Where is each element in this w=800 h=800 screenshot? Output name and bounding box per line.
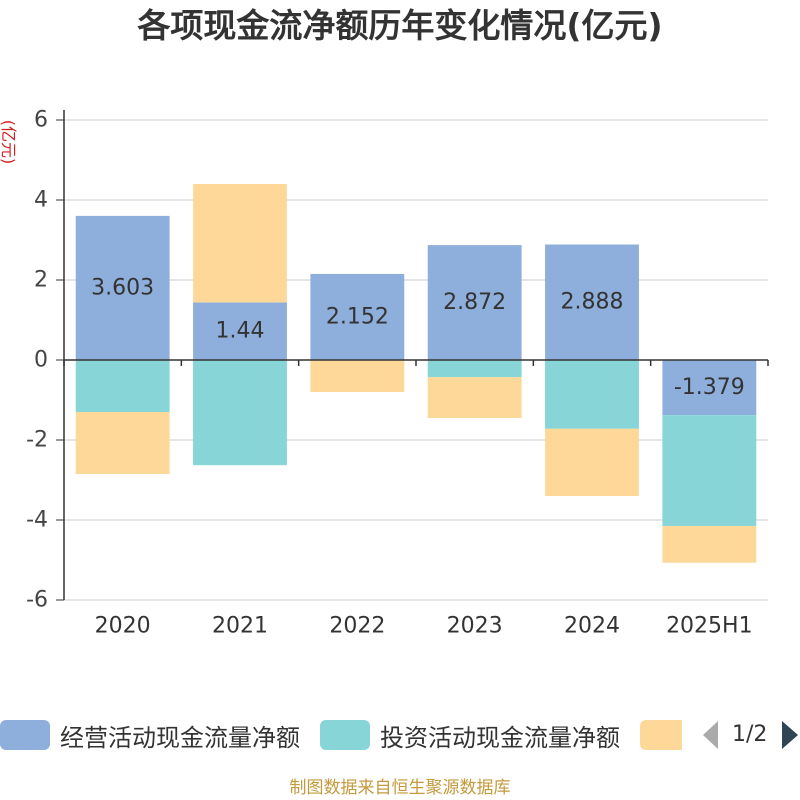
y-tick-label: -4 [26,508,48,533]
chevron-right-icon[interactable] [782,721,798,749]
bar-series1-2021 [193,302,287,360]
y-axis-unit-label: (亿元) [0,120,18,165]
legend-page-indicator: 1/2 [732,722,768,747]
data-label-2021: 1.44 [216,319,265,344]
data-label-2023: 2.872 [443,290,506,315]
data-labels: 3.603 1.44 2.152 2.872 2.888 -1.379 [91,275,745,400]
bar-series1-2025h1 [662,360,757,416]
axes: -6 -4 -2 0 2 4 6 2020 2021 2022 2023 2024 2025H1 [26,108,769,639]
legend: 经营活动现金流量净额 投资活动现金流量净额 1/2 [0,718,800,752]
y-tick-label: 0 [34,348,48,373]
bar-series1-2022 [310,273,405,360]
legend-swatch [320,720,370,750]
bar-series3-2020 [75,412,170,474]
x-tick-label: 2025H1 [666,614,753,639]
bar-series2-2024 [545,360,639,429]
legend-label: 经营活动现金流量净额 [60,723,300,752]
bar-series1-2024 [545,244,639,360]
y-tick-label: 2 [34,268,48,293]
bar-series3-2021 [193,184,287,303]
x-tick-label: 2021 [212,614,268,639]
bar-series1-2023 [427,245,522,360]
y-tick-label: 6 [34,108,48,133]
bar-series2-2025h1 [662,415,757,526]
legend-swatch [640,720,682,750]
legend-item-series-3[interactable] [640,718,682,752]
bar-series2-2021 [193,360,287,466]
chart-plot: (亿元) -6 -4 -2 0 2 4 6 2020 2021 2022 2023 2024 2025H… [0,108,769,639]
chart-title: 各项现金流净额历年变化情况(亿元) [137,6,663,45]
bar-series1-2020 [75,215,170,360]
x-tick-label: 2020 [95,614,151,639]
y-tick-label: -2 [26,428,48,453]
legend-items: 经营活动现金流量净额 投资活动现金流量净额 [0,718,682,752]
data-label-2022: 2.152 [326,304,389,329]
x-tick-label: 2022 [329,614,385,639]
bar-series3-2024 [545,428,639,496]
source-footer: 制图数据来自恒生聚源数据库 [289,778,511,798]
bars [75,184,757,563]
legend-swatch [0,720,50,750]
legend-item-investing-cashflow[interactable]: 投资活动现金流量净额 [320,718,620,752]
x-tick-label: 2024 [564,614,620,639]
gridlines [64,119,768,601]
y-tick-label: 4 [34,188,48,213]
bar-series3-2025h1 [662,525,757,563]
bar-series2-2020 [75,360,170,412]
bar-series3-2022 [310,360,405,392]
bar-series3-2023 [427,377,522,418]
y-tick-label: -6 [26,588,48,613]
data-label-2025h1: -1.379 [674,375,745,400]
data-label-2020: 3.603 [91,275,154,300]
legend-item-operating-cashflow[interactable]: 经营活动现金流量净额 [0,718,300,752]
chevron-left-icon[interactable] [703,721,718,749]
x-tick-label: 2023 [447,614,503,639]
legend-label: 投资活动现金流量净额 [380,723,620,752]
data-label-2024: 2.888 [561,290,624,315]
bar-series2-2023 [427,360,522,378]
